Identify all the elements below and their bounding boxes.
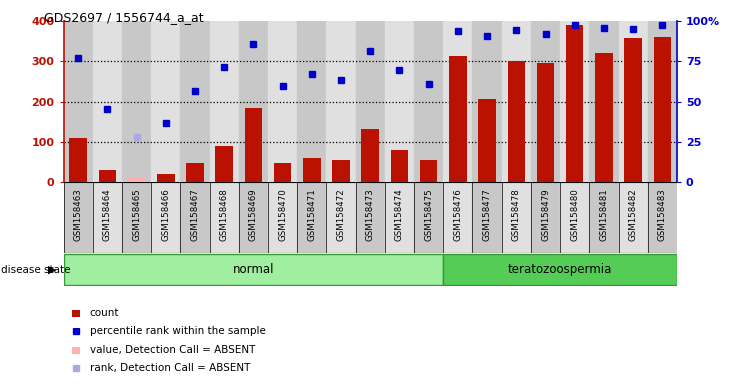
Bar bbox=[420, 160, 438, 182]
FancyBboxPatch shape bbox=[444, 254, 677, 285]
Bar bbox=[180, 21, 209, 182]
Bar bbox=[239, 21, 268, 182]
Bar bbox=[619, 21, 648, 182]
Bar bbox=[478, 99, 496, 182]
Bar bbox=[560, 21, 589, 182]
Bar bbox=[128, 178, 145, 182]
Text: GSM158468: GSM158468 bbox=[220, 188, 229, 241]
Bar bbox=[537, 63, 554, 182]
Text: percentile rank within the sample: percentile rank within the sample bbox=[90, 326, 266, 336]
Bar bbox=[625, 38, 642, 182]
Bar bbox=[361, 129, 379, 182]
Bar bbox=[64, 21, 93, 182]
Bar bbox=[157, 174, 174, 182]
Bar bbox=[385, 182, 414, 253]
Text: GSM158479: GSM158479 bbox=[541, 188, 550, 241]
Bar bbox=[297, 21, 326, 182]
Bar bbox=[303, 158, 321, 182]
Bar bbox=[444, 21, 473, 182]
Bar bbox=[385, 21, 414, 182]
Text: GSM158473: GSM158473 bbox=[366, 188, 375, 241]
Text: GDS2697 / 1556744_a_at: GDS2697 / 1556744_a_at bbox=[43, 12, 203, 25]
Bar bbox=[99, 170, 116, 182]
Text: GSM158482: GSM158482 bbox=[628, 188, 637, 241]
Text: GSM158464: GSM158464 bbox=[103, 188, 112, 241]
Bar bbox=[72, 310, 81, 317]
Bar bbox=[531, 182, 560, 253]
Bar bbox=[414, 182, 444, 253]
Text: normal: normal bbox=[233, 263, 275, 276]
Bar bbox=[589, 182, 619, 253]
Text: disease state: disease state bbox=[1, 265, 70, 275]
Text: value, Detection Call = ABSENT: value, Detection Call = ABSENT bbox=[90, 345, 255, 355]
Bar bbox=[93, 21, 122, 182]
Bar bbox=[186, 163, 203, 182]
Text: GSM158469: GSM158469 bbox=[249, 188, 258, 241]
Bar bbox=[654, 37, 671, 182]
Text: GSM158480: GSM158480 bbox=[570, 188, 579, 241]
Bar bbox=[268, 21, 297, 182]
Text: GSM158472: GSM158472 bbox=[337, 188, 346, 241]
Text: teratozoospermia: teratozoospermia bbox=[508, 263, 613, 276]
Bar bbox=[245, 108, 263, 182]
Bar bbox=[70, 138, 87, 182]
Bar bbox=[64, 182, 93, 253]
Bar bbox=[93, 182, 122, 253]
Bar bbox=[209, 21, 239, 182]
Bar bbox=[326, 182, 355, 253]
Bar bbox=[151, 21, 180, 182]
Bar bbox=[502, 21, 531, 182]
Bar bbox=[473, 182, 502, 253]
Bar bbox=[151, 182, 180, 253]
Text: GSM158466: GSM158466 bbox=[162, 188, 171, 241]
Bar bbox=[72, 347, 81, 354]
Text: GSM158471: GSM158471 bbox=[307, 188, 316, 241]
Bar bbox=[648, 182, 677, 253]
Bar bbox=[390, 150, 408, 182]
Bar bbox=[332, 160, 350, 182]
Text: GSM158481: GSM158481 bbox=[599, 188, 608, 241]
Text: GSM158476: GSM158476 bbox=[453, 188, 462, 241]
Bar bbox=[122, 182, 151, 253]
Bar bbox=[589, 21, 619, 182]
Bar bbox=[274, 164, 292, 182]
Text: ▶: ▶ bbox=[48, 265, 56, 275]
Text: rank, Detection Call = ABSENT: rank, Detection Call = ABSENT bbox=[90, 363, 250, 373]
Bar bbox=[444, 182, 473, 253]
Text: count: count bbox=[90, 308, 119, 318]
Bar bbox=[560, 182, 589, 253]
Text: GSM158475: GSM158475 bbox=[424, 188, 433, 241]
Text: GSM158465: GSM158465 bbox=[132, 188, 141, 241]
Text: GSM158474: GSM158474 bbox=[395, 188, 404, 241]
Bar bbox=[595, 53, 613, 182]
Bar bbox=[619, 182, 648, 253]
Bar bbox=[502, 182, 531, 253]
Bar bbox=[239, 182, 268, 253]
Bar bbox=[326, 21, 355, 182]
Bar bbox=[473, 21, 502, 182]
Bar bbox=[449, 56, 467, 182]
Bar bbox=[180, 182, 209, 253]
Text: GSM158478: GSM158478 bbox=[512, 188, 521, 241]
Text: GSM158463: GSM158463 bbox=[74, 188, 83, 241]
Bar bbox=[508, 61, 525, 182]
Text: GSM158470: GSM158470 bbox=[278, 188, 287, 241]
Bar bbox=[355, 21, 385, 182]
Bar bbox=[355, 182, 385, 253]
Text: GSM158483: GSM158483 bbox=[657, 188, 666, 241]
Text: GSM158477: GSM158477 bbox=[482, 188, 491, 241]
Bar bbox=[297, 182, 326, 253]
Bar bbox=[215, 146, 233, 182]
Bar bbox=[268, 182, 297, 253]
Bar bbox=[209, 182, 239, 253]
Bar bbox=[122, 21, 151, 182]
Bar bbox=[531, 21, 560, 182]
FancyBboxPatch shape bbox=[64, 254, 444, 285]
Text: GSM158467: GSM158467 bbox=[191, 188, 200, 241]
Bar bbox=[414, 21, 444, 182]
Bar bbox=[648, 21, 677, 182]
Bar bbox=[566, 25, 583, 182]
